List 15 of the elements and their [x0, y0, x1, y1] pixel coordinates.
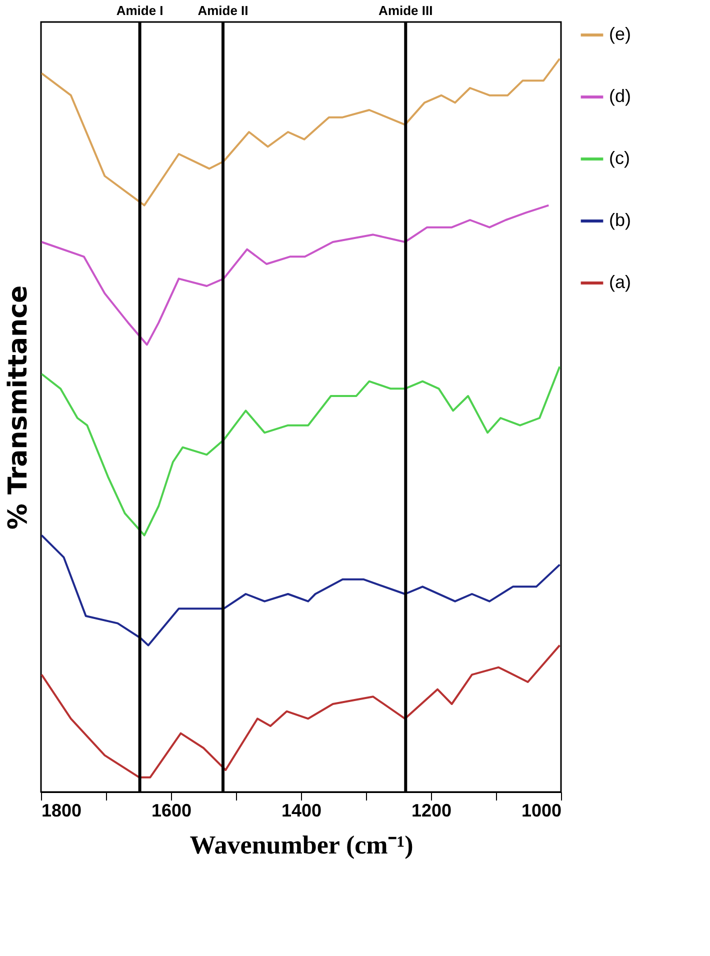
legend-label: (d) — [609, 86, 631, 106]
legend-label: (c) — [609, 148, 630, 168]
legend-label: (a) — [609, 272, 631, 292]
ref-line-label: Amide II — [198, 3, 248, 18]
ref-line-label: Amide I — [116, 3, 164, 18]
legend-label: (b) — [609, 210, 631, 230]
x-tick-label: 1000 — [521, 800, 562, 820]
x-tick-label: 1800 — [42, 800, 82, 820]
legend-label: (e) — [609, 24, 631, 44]
ref-line-label: Amide III — [378, 3, 433, 18]
x-axis-title: Wavenumber (cm⁻¹) — [190, 830, 414, 860]
x-tick-label: 1600 — [151, 800, 192, 820]
y-axis-title: % Transmittance — [4, 285, 34, 530]
x-tick-label: 1400 — [281, 800, 322, 820]
x-tick-label: 1200 — [411, 800, 452, 820]
